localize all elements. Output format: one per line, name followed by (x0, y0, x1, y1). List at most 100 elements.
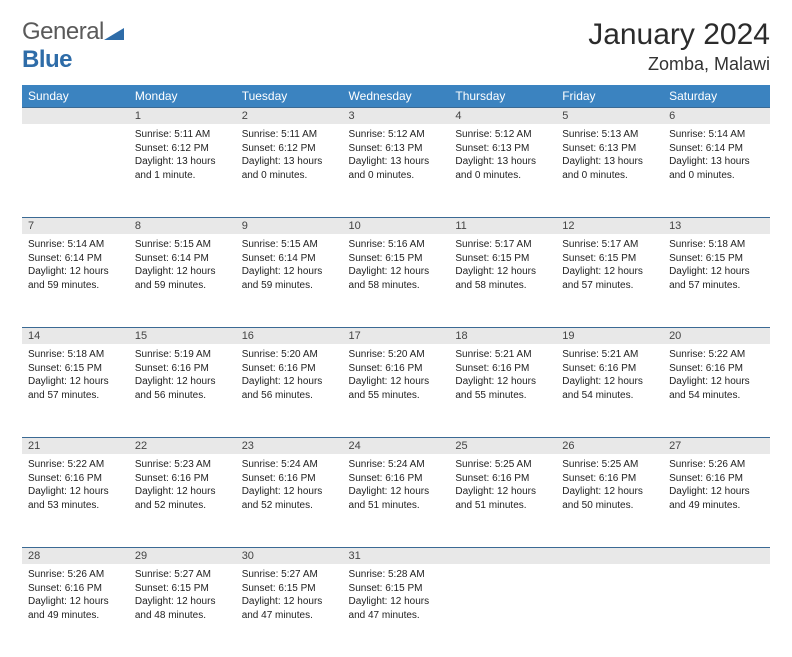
day-number: 24 (343, 437, 450, 454)
week-row: Sunrise: 5:22 AMSunset: 6:16 PMDaylight:… (22, 455, 770, 547)
day-number-cell: 7 (22, 217, 129, 235)
month-title: January 2024 (588, 18, 770, 52)
day-number: 6 (663, 107, 770, 124)
calendar-body: 123456Sunrise: 5:11 AMSunset: 6:12 PMDay… (22, 107, 770, 657)
day-details: Sunrise: 5:22 AMSunset: 6:16 PMDaylight:… (22, 455, 129, 518)
day-number: 19 (556, 327, 663, 344)
day-number: 18 (449, 327, 556, 344)
day-details: Sunrise: 5:20 AMSunset: 6:16 PMDaylight:… (236, 345, 343, 408)
day-details: Sunrise: 5:18 AMSunset: 6:15 PMDaylight:… (663, 235, 770, 298)
day-details: Sunrise: 5:14 AMSunset: 6:14 PMDaylight:… (22, 235, 129, 298)
empty-daynum (449, 547, 556, 564)
day-cell: Sunrise: 5:11 AMSunset: 6:12 PMDaylight:… (236, 125, 343, 217)
day-details: Sunrise: 5:20 AMSunset: 6:16 PMDaylight:… (343, 345, 450, 408)
day-number-cell: 10 (343, 217, 450, 235)
day-details: Sunrise: 5:17 AMSunset: 6:15 PMDaylight:… (449, 235, 556, 298)
day-cell: Sunrise: 5:14 AMSunset: 6:14 PMDaylight:… (22, 235, 129, 327)
day-details: Sunrise: 5:22 AMSunset: 6:16 PMDaylight:… (663, 345, 770, 408)
weekday-header: Friday (556, 85, 663, 107)
day-details: Sunrise: 5:16 AMSunset: 6:15 PMDaylight:… (343, 235, 450, 298)
day-number-cell: 29 (129, 547, 236, 565)
day-number-cell: 8 (129, 217, 236, 235)
day-number: 29 (129, 547, 236, 564)
day-cell: Sunrise: 5:22 AMSunset: 6:16 PMDaylight:… (22, 455, 129, 547)
day-number-cell: 31 (343, 547, 450, 565)
day-number-cell: 15 (129, 327, 236, 345)
day-details: Sunrise: 5:26 AMSunset: 6:16 PMDaylight:… (663, 455, 770, 518)
day-details: Sunrise: 5:15 AMSunset: 6:14 PMDaylight:… (129, 235, 236, 298)
day-cell: Sunrise: 5:12 AMSunset: 6:13 PMDaylight:… (449, 125, 556, 217)
day-number-cell: 2 (236, 107, 343, 125)
week-row: Sunrise: 5:14 AMSunset: 6:14 PMDaylight:… (22, 235, 770, 327)
day-cell: Sunrise: 5:16 AMSunset: 6:15 PMDaylight:… (343, 235, 450, 327)
day-number-cell: 30 (236, 547, 343, 565)
day-cell: Sunrise: 5:15 AMSunset: 6:14 PMDaylight:… (236, 235, 343, 327)
weekday-header: Monday (129, 85, 236, 107)
day-number-cell (22, 107, 129, 125)
logo: General Blue (22, 18, 124, 74)
day-details: Sunrise: 5:14 AMSunset: 6:14 PMDaylight:… (663, 125, 770, 188)
daynum-row: 123456 (22, 107, 770, 125)
day-details: Sunrise: 5:11 AMSunset: 6:12 PMDaylight:… (129, 125, 236, 188)
day-cell: Sunrise: 5:26 AMSunset: 6:16 PMDaylight:… (22, 565, 129, 657)
day-details: Sunrise: 5:17 AMSunset: 6:15 PMDaylight:… (556, 235, 663, 298)
day-details: Sunrise: 5:27 AMSunset: 6:15 PMDaylight:… (236, 565, 343, 628)
logo-part2: Blue (22, 46, 72, 73)
day-details: Sunrise: 5:27 AMSunset: 6:15 PMDaylight:… (129, 565, 236, 628)
day-details: Sunrise: 5:15 AMSunset: 6:14 PMDaylight:… (236, 235, 343, 298)
day-number-cell: 19 (556, 327, 663, 345)
day-number-cell: 12 (556, 217, 663, 235)
page-header: General Blue January 2024 Zomba, Malawi (22, 18, 770, 75)
day-number-cell (449, 547, 556, 565)
day-cell: Sunrise: 5:21 AMSunset: 6:16 PMDaylight:… (556, 345, 663, 437)
day-cell: Sunrise: 5:28 AMSunset: 6:15 PMDaylight:… (343, 565, 450, 657)
empty-daynum (22, 107, 129, 124)
day-number: 27 (663, 437, 770, 454)
weekday-header: Saturday (663, 85, 770, 107)
day-number: 23 (236, 437, 343, 454)
day-number-cell: 26 (556, 437, 663, 455)
logo-triangle-icon (104, 21, 124, 48)
day-cell (449, 565, 556, 657)
day-cell: Sunrise: 5:20 AMSunset: 6:16 PMDaylight:… (236, 345, 343, 437)
week-row: Sunrise: 5:11 AMSunset: 6:12 PMDaylight:… (22, 125, 770, 217)
day-number-cell (556, 547, 663, 565)
week-row: Sunrise: 5:18 AMSunset: 6:15 PMDaylight:… (22, 345, 770, 437)
day-number: 12 (556, 217, 663, 234)
day-number-cell: 25 (449, 437, 556, 455)
day-details: Sunrise: 5:11 AMSunset: 6:12 PMDaylight:… (236, 125, 343, 188)
week-row: Sunrise: 5:26 AMSunset: 6:16 PMDaylight:… (22, 565, 770, 657)
day-cell: Sunrise: 5:20 AMSunset: 6:16 PMDaylight:… (343, 345, 450, 437)
day-number-cell: 18 (449, 327, 556, 345)
day-cell: Sunrise: 5:18 AMSunset: 6:15 PMDaylight:… (663, 235, 770, 327)
empty-daynum (556, 547, 663, 564)
day-number-cell: 20 (663, 327, 770, 345)
day-details: Sunrise: 5:25 AMSunset: 6:16 PMDaylight:… (556, 455, 663, 518)
day-cell: Sunrise: 5:25 AMSunset: 6:16 PMDaylight:… (449, 455, 556, 547)
day-number: 10 (343, 217, 450, 234)
day-cell: Sunrise: 5:15 AMSunset: 6:14 PMDaylight:… (129, 235, 236, 327)
day-details: Sunrise: 5:21 AMSunset: 6:16 PMDaylight:… (556, 345, 663, 408)
day-cell: Sunrise: 5:21 AMSunset: 6:16 PMDaylight:… (449, 345, 556, 437)
day-cell (663, 565, 770, 657)
day-number: 25 (449, 437, 556, 454)
day-details: Sunrise: 5:19 AMSunset: 6:16 PMDaylight:… (129, 345, 236, 408)
day-number-cell: 9 (236, 217, 343, 235)
day-cell: Sunrise: 5:19 AMSunset: 6:16 PMDaylight:… (129, 345, 236, 437)
day-number: 1 (129, 107, 236, 124)
location-subtitle: Zomba, Malawi (588, 54, 770, 75)
day-number: 4 (449, 107, 556, 124)
day-cell (22, 125, 129, 217)
day-cell: Sunrise: 5:17 AMSunset: 6:15 PMDaylight:… (556, 235, 663, 327)
day-number-cell: 1 (129, 107, 236, 125)
day-cell: Sunrise: 5:27 AMSunset: 6:15 PMDaylight:… (129, 565, 236, 657)
day-number-cell: 24 (343, 437, 450, 455)
day-number: 5 (556, 107, 663, 124)
daynum-row: 28293031 (22, 547, 770, 565)
day-details: Sunrise: 5:24 AMSunset: 6:16 PMDaylight:… (236, 455, 343, 518)
day-details: Sunrise: 5:23 AMSunset: 6:16 PMDaylight:… (129, 455, 236, 518)
day-number-cell: 4 (449, 107, 556, 125)
day-details: Sunrise: 5:12 AMSunset: 6:13 PMDaylight:… (449, 125, 556, 188)
day-cell: Sunrise: 5:25 AMSunset: 6:16 PMDaylight:… (556, 455, 663, 547)
day-number-cell (663, 547, 770, 565)
